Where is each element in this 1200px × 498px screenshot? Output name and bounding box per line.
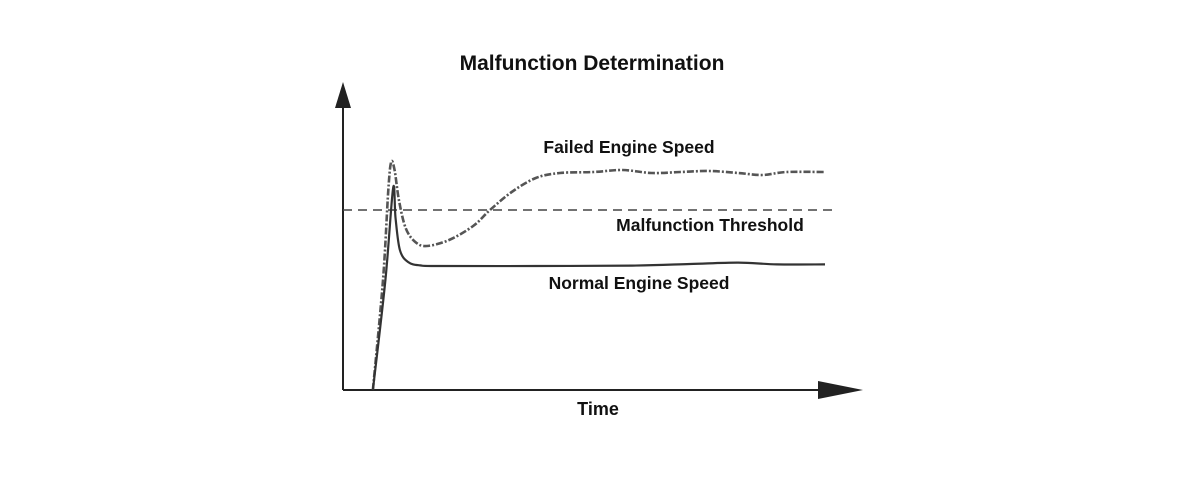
normal-engine-speed-label: Normal Engine Speed (549, 273, 730, 293)
normal-engine-speed-line (371, 184, 826, 391)
threshold-label: Malfunction Threshold (616, 215, 804, 235)
failed-engine-speed-label: Failed Engine Speed (543, 137, 714, 157)
x-axis-arrow-icon (818, 381, 863, 399)
chart-title: Malfunction Determination (460, 52, 725, 75)
x-axis-label: Time (577, 399, 619, 419)
failed-engine-speed-line (371, 159, 826, 391)
y-axis-arrow-icon (335, 82, 351, 108)
